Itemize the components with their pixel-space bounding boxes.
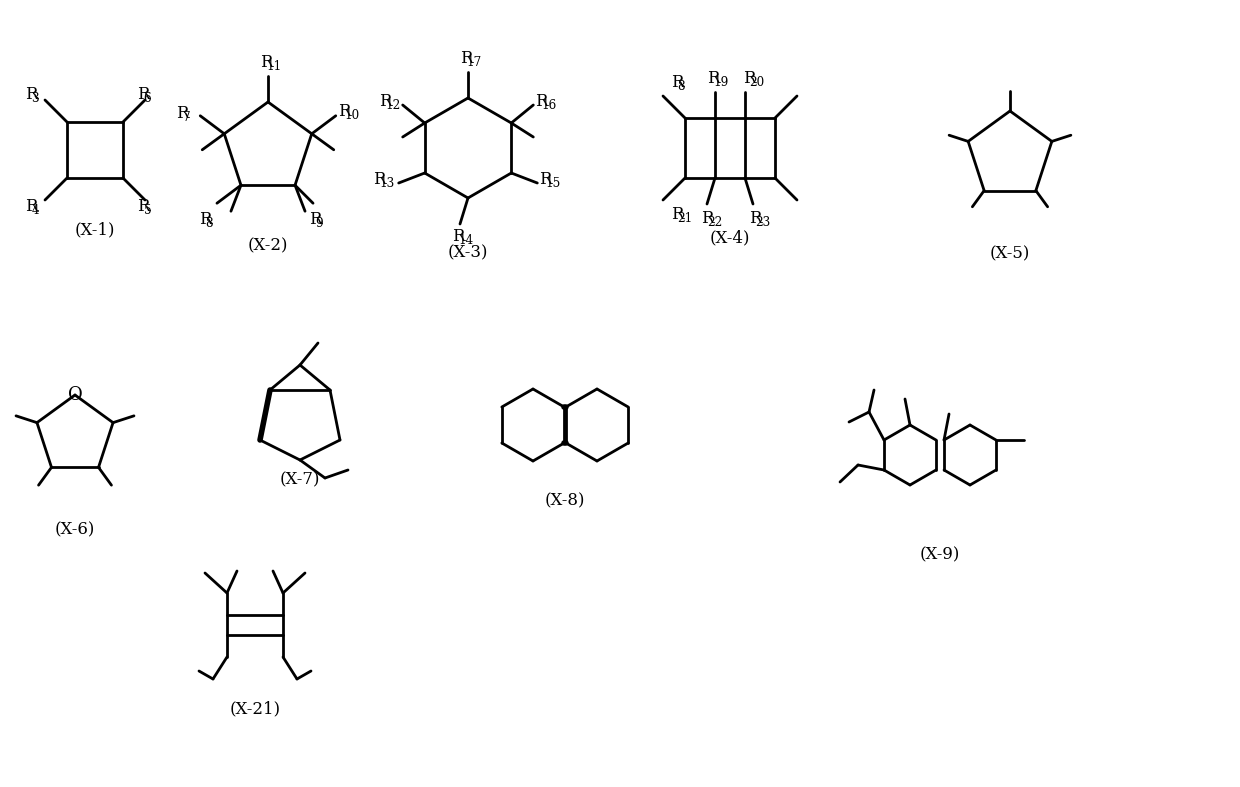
- Text: 8: 8: [206, 217, 213, 230]
- Text: (X-4): (X-4): [709, 230, 750, 246]
- Text: 4: 4: [31, 204, 40, 216]
- Text: R: R: [701, 209, 713, 227]
- Text: R: R: [539, 171, 552, 187]
- Text: R: R: [25, 198, 37, 215]
- Text: 9: 9: [316, 217, 324, 230]
- Text: (X-9): (X-9): [920, 546, 960, 563]
- Text: R: R: [260, 54, 273, 71]
- Text: R: R: [749, 209, 761, 227]
- Text: (X-6): (X-6): [55, 522, 95, 538]
- Text: R: R: [707, 69, 719, 87]
- Text: 6: 6: [144, 92, 151, 105]
- Text: R: R: [743, 69, 755, 87]
- Text: (X-5): (X-5): [990, 246, 1030, 263]
- Text: (X-3): (X-3): [448, 245, 489, 261]
- Text: 21: 21: [677, 212, 693, 225]
- Text: 14: 14: [459, 234, 474, 246]
- Text: 17: 17: [466, 56, 482, 68]
- Text: O: O: [68, 386, 82, 404]
- Text: (X-21): (X-21): [229, 700, 280, 718]
- Text: R: R: [536, 93, 548, 109]
- Text: 11: 11: [267, 60, 281, 72]
- Text: R: R: [176, 105, 188, 122]
- Text: 8: 8: [677, 79, 686, 93]
- Text: 7: 7: [182, 112, 191, 124]
- Text: 13: 13: [379, 177, 394, 190]
- Text: R: R: [25, 86, 37, 102]
- Text: 19: 19: [713, 76, 729, 89]
- Text: R: R: [671, 73, 683, 91]
- Text: 10: 10: [345, 109, 360, 123]
- Text: (X-7): (X-7): [280, 471, 320, 489]
- Text: 22: 22: [708, 216, 723, 229]
- Text: R: R: [198, 211, 212, 227]
- Text: R: R: [373, 171, 386, 187]
- Text: 16: 16: [542, 98, 557, 112]
- Text: R: R: [136, 198, 150, 215]
- Text: R: R: [671, 205, 683, 223]
- Text: (X-1): (X-1): [74, 221, 115, 238]
- Text: 15: 15: [546, 177, 562, 190]
- Text: R: R: [309, 211, 321, 227]
- Text: (X-2): (X-2): [248, 238, 288, 254]
- Text: 5: 5: [144, 204, 151, 216]
- Text: R: R: [136, 86, 150, 102]
- Text: 3: 3: [31, 92, 40, 105]
- Text: (X-8): (X-8): [544, 493, 585, 509]
- Text: R: R: [337, 103, 350, 120]
- Text: 12: 12: [386, 98, 401, 112]
- Text: R: R: [460, 50, 472, 66]
- Text: R: R: [378, 93, 391, 109]
- Text: 20: 20: [750, 76, 765, 89]
- Text: 23: 23: [755, 216, 771, 229]
- Text: R: R: [453, 227, 465, 245]
